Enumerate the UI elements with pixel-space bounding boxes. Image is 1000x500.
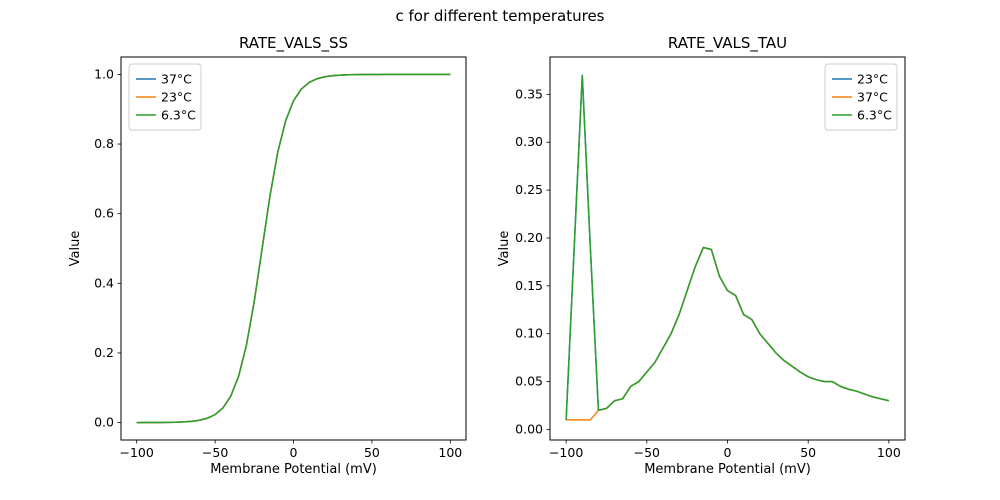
x-tick-label: 0 bbox=[290, 445, 298, 460]
y-axis-label: Value bbox=[68, 231, 83, 267]
y-tick-label: 0.6 bbox=[94, 206, 114, 221]
x-tick-label: 100 bbox=[438, 445, 462, 460]
legend-label: 6.3°C bbox=[161, 108, 196, 123]
y-tick-label: 0.05 bbox=[515, 374, 543, 389]
legend-label: 23°C bbox=[161, 90, 192, 105]
y-tick-label: 0.15 bbox=[515, 278, 543, 293]
legend-label: 37°C bbox=[857, 90, 888, 105]
series-line-6.3°C bbox=[565, 74, 890, 420]
y-tick-label: 0.8 bbox=[94, 136, 114, 151]
y-tick-label: 0.20 bbox=[515, 230, 543, 245]
legend-label: 6.3°C bbox=[857, 108, 892, 123]
x-tick-label: −50 bbox=[202, 445, 228, 460]
x-axis-label: Membrane Potential (mV) bbox=[644, 462, 811, 477]
axes-title: RATE_VALS_SS bbox=[239, 34, 348, 53]
legend-box bbox=[824, 63, 898, 131]
x-tick-label: 50 bbox=[800, 445, 816, 460]
y-tick-label: 0.10 bbox=[515, 326, 543, 341]
y-tick-label: 0.35 bbox=[515, 86, 543, 101]
x-tick-label: 0 bbox=[724, 445, 732, 460]
y-tick-label: 1.0 bbox=[94, 66, 114, 81]
legend-label: 37°C bbox=[161, 72, 192, 87]
y-tick-label: 0.25 bbox=[515, 182, 543, 197]
x-tick-label: 100 bbox=[877, 445, 901, 460]
y-tick-label: 0.4 bbox=[94, 275, 114, 290]
legend-box bbox=[128, 63, 202, 131]
y-axis-label: Value bbox=[497, 231, 512, 267]
x-axis-label: Membrane Potential (mV) bbox=[210, 462, 377, 477]
axes-frame bbox=[549, 56, 906, 441]
y-tick-label: 0.30 bbox=[515, 134, 543, 149]
y-tick-label: 0.00 bbox=[515, 421, 543, 436]
axes-title: RATE_VALS_TAU bbox=[668, 34, 787, 53]
legend-label: 23°C bbox=[857, 72, 888, 87]
figure-title: c for different temperatures bbox=[395, 7, 605, 25]
y-tick-label: 0.0 bbox=[94, 415, 114, 430]
axes-frame bbox=[120, 56, 467, 441]
x-tick-label: −100 bbox=[549, 445, 583, 460]
y-tick-label: 0.2 bbox=[94, 345, 114, 360]
x-tick-label: −100 bbox=[120, 445, 154, 460]
series-line-6.3°C bbox=[136, 73, 451, 424]
x-tick-label: −50 bbox=[634, 445, 660, 460]
x-tick-label: 50 bbox=[364, 445, 380, 460]
